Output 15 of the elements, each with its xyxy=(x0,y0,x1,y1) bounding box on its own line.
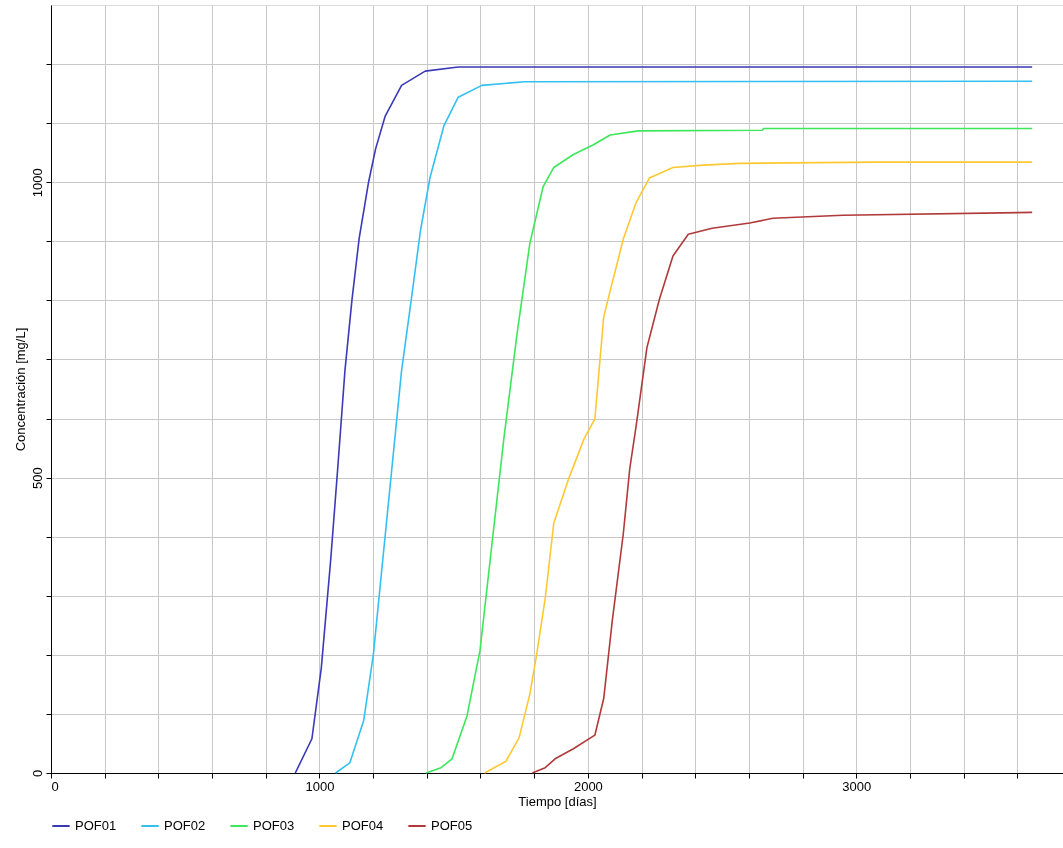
legend-label: POF05 xyxy=(431,818,473,833)
line-series xyxy=(531,211,1033,774)
y-tick-label: 500 xyxy=(29,467,45,489)
x-tick-label: 2000 xyxy=(573,778,603,794)
legend-label: POF01 xyxy=(75,818,117,833)
legend-label: POF03 xyxy=(253,818,295,833)
x-tick-label: 1000 xyxy=(305,778,335,794)
y-tick-label: 0 xyxy=(29,769,45,778)
x-tick-label: 3000 xyxy=(842,778,872,794)
legend-label: POF02 xyxy=(164,818,206,833)
x-axis-title: Tiempo [días] xyxy=(518,793,597,809)
y-tick-label: 1000 xyxy=(29,168,45,198)
x-tick-label: 0 xyxy=(51,778,59,794)
legend-label: POF04 xyxy=(342,818,384,833)
y-axis-title: Concentración [mg/L] xyxy=(12,327,28,452)
